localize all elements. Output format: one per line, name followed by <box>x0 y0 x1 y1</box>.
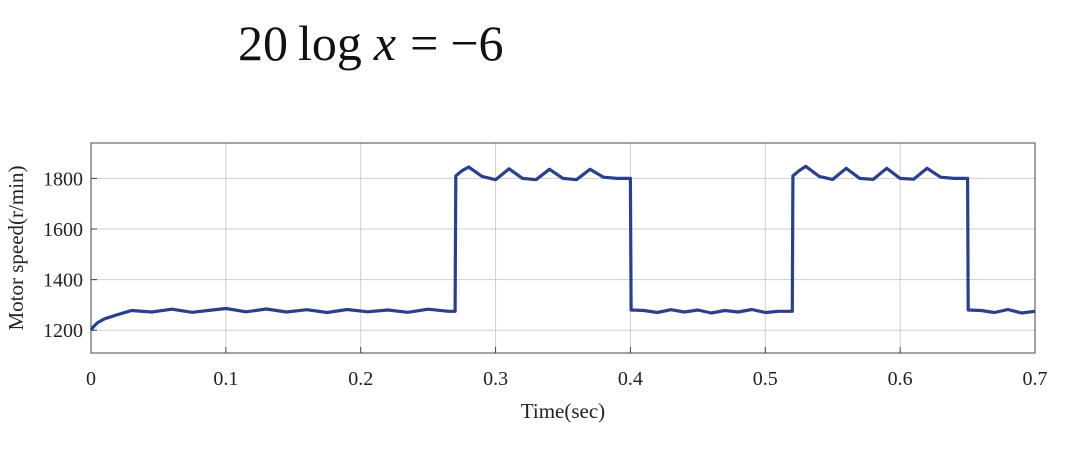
speed-series-line <box>89 164 1036 332</box>
y-tick-label: 1800 <box>43 168 83 190</box>
y-tick-label: 1200 <box>43 320 83 342</box>
x-tick-label: 0.3 <box>483 368 508 390</box>
x-tick-label: 0.4 <box>618 368 643 390</box>
x-axis-label: Time(sec) <box>521 399 605 423</box>
equation-heading: 20 log x = −6 <box>238 14 504 72</box>
equation-rhs: −6 <box>450 15 504 71</box>
y-axis-label: Motor speed(r/min) <box>4 165 28 330</box>
x-tick-label: 0.2 <box>348 368 373 390</box>
x-tick-label: 0.5 <box>753 368 778 390</box>
plot-frame <box>90 142 1036 354</box>
equation-variable: x <box>373 15 397 71</box>
y-tick-label: 1400 <box>43 270 83 292</box>
equation-equals: = <box>410 15 439 71</box>
x-tick-label: 0 <box>86 368 96 390</box>
series-layer <box>89 164 1036 332</box>
y-tick-labels: 1200 1400 1600 1800 <box>43 168 83 342</box>
x-tick-label: 0.1 <box>213 368 238 390</box>
x-tick-label: 0.7 <box>1023 368 1048 390</box>
equation-function: log <box>298 15 362 71</box>
y-tick-label: 1600 <box>43 219 83 241</box>
x-tick-labels: 0 0.1 0.2 0.3 0.4 0.5 0.6 0.7 <box>86 368 1048 390</box>
equation-coefficient: 20 <box>238 15 288 71</box>
x-tick-label: 0.6 <box>888 368 913 390</box>
